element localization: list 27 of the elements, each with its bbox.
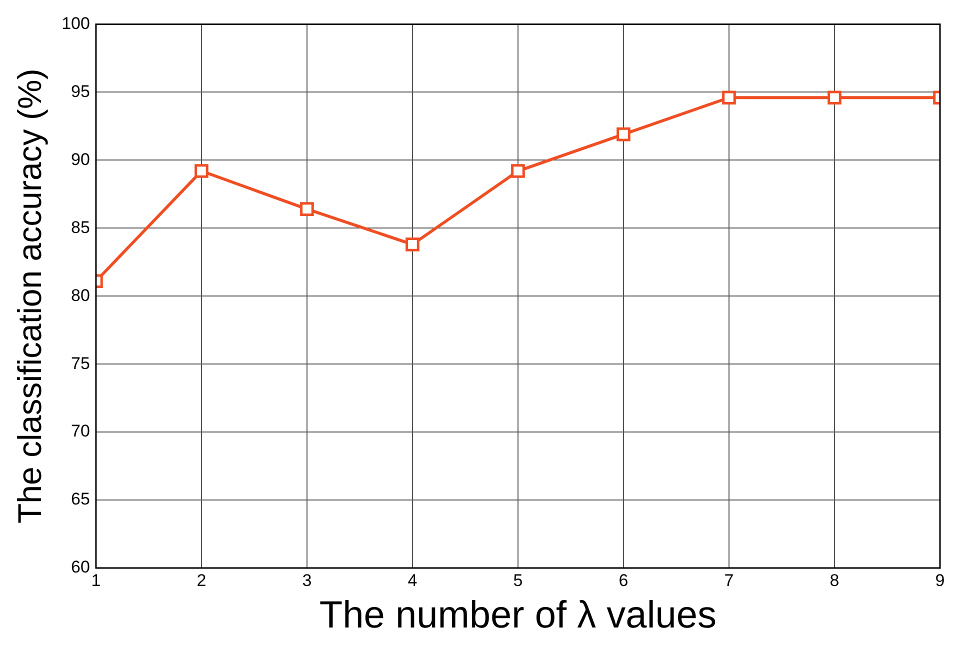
point: [406, 238, 420, 252]
y-axis-title: The classification accuracy (%): [10, 68, 48, 524]
point: [828, 90, 842, 105]
y-tick-label: 90: [71, 150, 90, 169]
point: [616, 127, 630, 142]
x-tick-label: 7: [724, 570, 734, 590]
x-tick-label: 5: [513, 570, 523, 590]
x-tick-label: 9: [935, 570, 945, 590]
x-tick-label: 6: [618, 570, 628, 590]
point: [194, 164, 208, 178]
x-tick-label: 2: [196, 570, 206, 590]
y-tick-label: 80: [71, 286, 90, 305]
x-tick-label: 4: [408, 570, 418, 590]
x-tick-label: 8: [830, 570, 840, 590]
y-tick-label: 75: [71, 354, 90, 373]
y-tick-label: 95: [71, 82, 90, 101]
x-tick-label: 1: [91, 570, 101, 590]
x-axis-title: The number of λ values: [319, 594, 717, 637]
y-tick-label: 85: [71, 218, 90, 237]
point: [722, 90, 736, 105]
y-tick-label: 60: [71, 558, 90, 577]
y-tick-label: 100: [62, 14, 90, 33]
point: [300, 202, 314, 216]
y-tick-label: 70: [71, 422, 90, 441]
x-tick-label: 3: [302, 570, 312, 590]
y-tick-label: 65: [71, 490, 90, 509]
point: [511, 164, 525, 178]
